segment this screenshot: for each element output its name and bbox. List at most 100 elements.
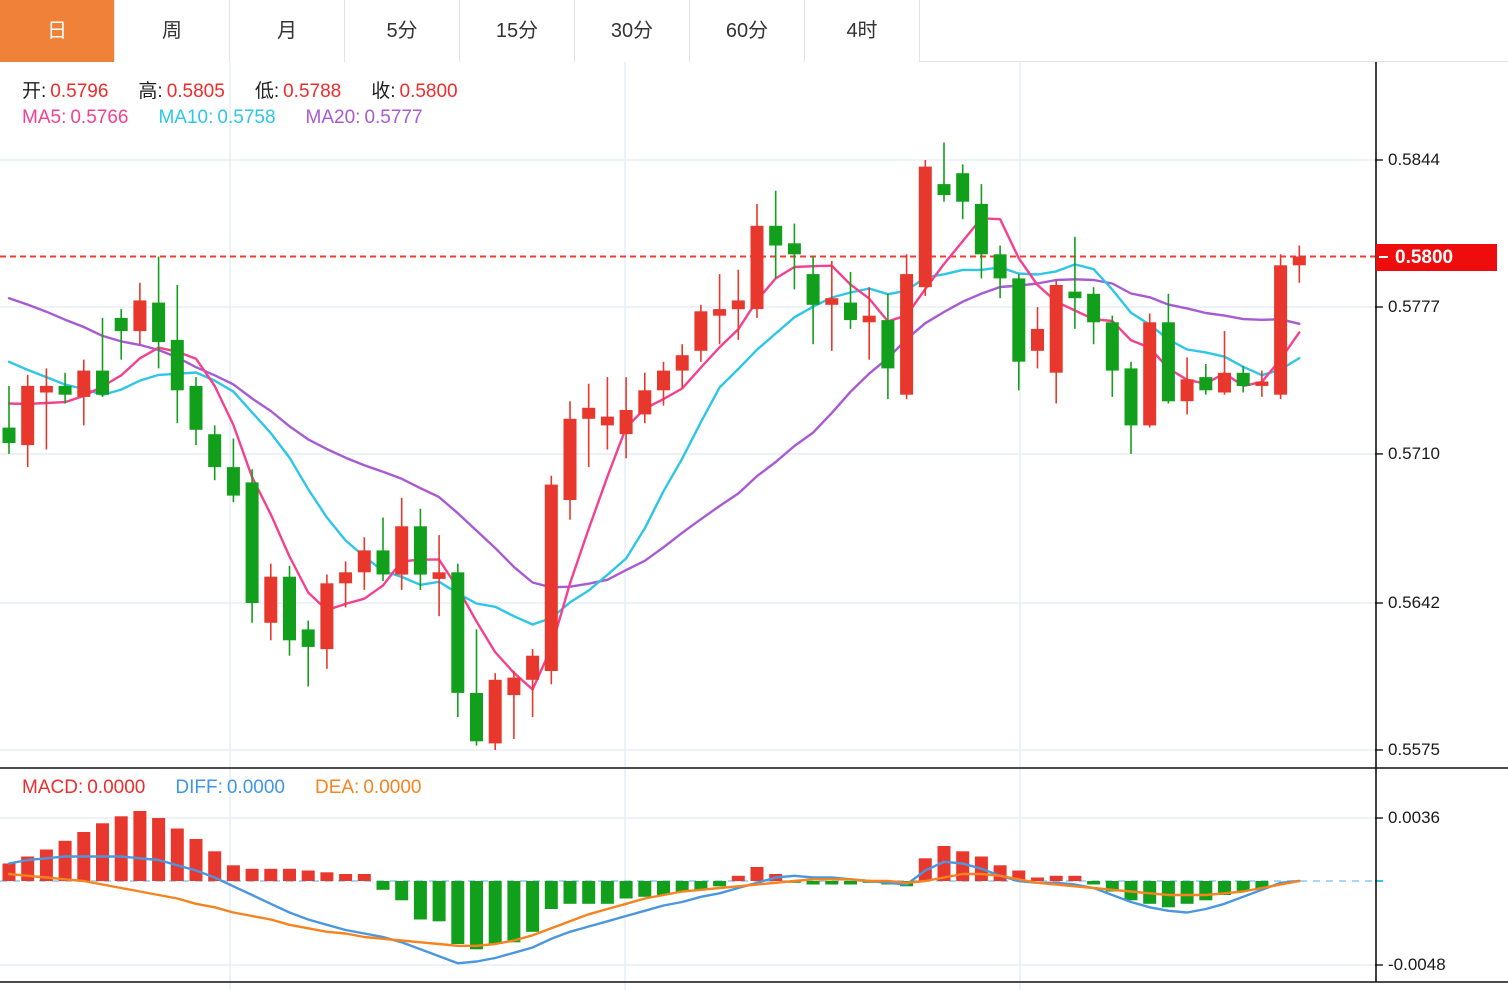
macd-histogram-bar	[825, 881, 839, 885]
candle-body	[1031, 328, 1044, 351]
ohlc-high-label: 高:	[138, 81, 163, 102]
candle-body	[825, 298, 839, 305]
macd-axis-label: 0.0036	[1388, 808, 1440, 827]
candle-body	[96, 370, 109, 395]
candle-body	[320, 583, 334, 650]
diff-readout-value: 0.0000	[226, 777, 285, 798]
tab-60min[interactable]: 60分	[690, 0, 805, 62]
macd-histogram-bar	[1199, 881, 1213, 901]
ohlc-low-label: 低:	[254, 81, 280, 102]
candle-body	[395, 526, 409, 575]
macd-histogram-bar	[395, 881, 409, 901]
candle-body	[1124, 368, 1138, 426]
macd-histogram-bar	[806, 881, 820, 885]
macd-histogram-bar	[1087, 881, 1101, 885]
price-axis-label: 0.5575	[1388, 739, 1440, 759]
candle-body	[1087, 293, 1101, 323]
macd-readout-label: MACD:	[22, 777, 84, 798]
macd-histogram-bar	[114, 816, 128, 882]
ma5-line	[7, 217, 1301, 691]
macd-histogram-bar	[1012, 870, 1026, 881]
ma-legend: MA5: 0.5766 MA10: 0.5758 MA20: 0.5777	[22, 107, 453, 129]
macd-histogram-bar	[563, 881, 577, 904]
diff-line	[7, 855, 1301, 965]
tab-4hour[interactable]: 4时	[805, 0, 920, 62]
candle-body	[339, 572, 353, 584]
ma10-readout-label: MA10:	[158, 107, 214, 128]
macd-histogram-bar	[582, 881, 596, 904]
ma5-readout-label: MA5:	[22, 107, 67, 128]
candle-body	[844, 302, 857, 321]
candle-body	[152, 302, 166, 343]
timeframe-tabbar: 日周月 5分 15分 30分 60分 4时	[0, 0, 1508, 62]
candle-body	[619, 410, 633, 435]
macd-histogram-bar	[133, 811, 147, 881]
candle-body	[432, 572, 446, 579]
macd-histogram-bar	[1068, 875, 1082, 882]
ma20-line	[7, 278, 1301, 589]
ma5-readout: MA5: 0.5766	[22, 107, 128, 128]
candle-body	[1274, 265, 1288, 395]
tab-5min[interactable]: 5分	[345, 0, 460, 62]
candle-body	[1143, 322, 1157, 426]
macd-histogram-bar	[152, 818, 166, 881]
candle-body	[189, 385, 203, 430]
macd-histogram-bar	[1049, 875, 1063, 882]
tab-day[interactable]: 日	[0, 0, 115, 62]
candle-body	[1255, 381, 1269, 386]
macd-histogram-bar	[1031, 877, 1044, 881]
ohlc-high-value: 0.5805	[166, 81, 225, 102]
dea-readout-value: 0.0000	[363, 777, 422, 798]
price-axis-label: 0.5844	[1388, 150, 1440, 169]
candle-body	[58, 385, 72, 395]
candle-body	[1199, 377, 1213, 391]
candle-body	[638, 390, 652, 415]
candle-body	[21, 385, 35, 446]
macd-readout-value: 0.0000	[87, 777, 146, 798]
last-price-badge: 0.5800	[1376, 243, 1497, 271]
candle-body	[264, 576, 278, 623]
tab-15min[interactable]: 15分	[460, 0, 575, 62]
macd-histogram-bar	[675, 881, 689, 892]
macd-histogram-bar	[507, 881, 521, 943]
ma20-readout-label: MA20:	[305, 107, 361, 128]
candle-body	[713, 309, 727, 316]
macd-histogram-bar	[2, 863, 16, 881]
price-axis-label: 0.5710	[1388, 443, 1440, 463]
macd-legend: MACD: 0.0000 DIFF: 0.0000 DEA: 0.0000	[22, 777, 451, 799]
macd-histogram-bar	[245, 868, 259, 882]
macd-histogram-bar	[264, 868, 278, 882]
candle-body	[563, 418, 577, 500]
macd-histogram-bar	[956, 851, 970, 882]
macd-histogram-bar	[657, 881, 670, 895]
tab-30min[interactable]: 30分	[575, 0, 690, 62]
candle-body	[731, 300, 745, 310]
macd-histogram-bar	[208, 851, 222, 882]
ma5-readout-value: 0.5766	[70, 107, 129, 128]
candle-body	[918, 166, 932, 288]
ma10-readout-value: 0.5758	[217, 107, 276, 128]
macd-readout: MACD: 0.0000	[22, 777, 145, 798]
macd-histogram-bar	[451, 881, 465, 944]
candle-body	[1049, 285, 1063, 373]
candle-body	[283, 576, 296, 641]
candle-body	[600, 416, 614, 426]
candle-body	[787, 243, 801, 255]
tab-week[interactable]: 周	[115, 0, 230, 62]
candle-body	[900, 274, 914, 395]
tab-month[interactable]: 月	[230, 0, 345, 62]
candle-body	[881, 320, 895, 369]
candle-body	[675, 355, 689, 371]
candle-body	[133, 300, 147, 332]
candle-body	[582, 407, 596, 419]
candle-body	[974, 203, 988, 255]
macd-histogram-bar	[357, 874, 371, 881]
macd-histogram-bar	[320, 872, 334, 882]
macd-histogram-bar	[432, 881, 446, 922]
dea-readout-label: DEA:	[314, 777, 360, 798]
candle-body	[245, 482, 259, 603]
candle-body	[657, 370, 670, 391]
macd-histogram-bar	[413, 881, 427, 920]
